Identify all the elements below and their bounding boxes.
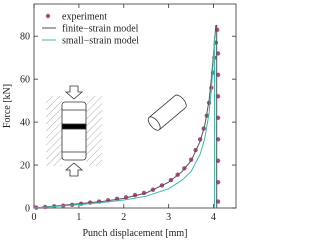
x-tick-label: 0 xyxy=(32,212,37,223)
y-tick-label: 0 xyxy=(25,204,30,215)
x-tick-label: 1 xyxy=(76,212,81,223)
x-tick-label: 2 xyxy=(121,212,126,223)
x-tick-label: 4 xyxy=(211,212,216,223)
y-tick-label: 60 xyxy=(20,75,30,86)
legend-label: finite−strain model xyxy=(62,24,139,35)
series-line xyxy=(33,36,215,209)
inset-diagram xyxy=(46,85,187,177)
y-tick-label: 80 xyxy=(20,32,30,43)
y-tick-label: 40 xyxy=(20,118,30,129)
legend-label: experiment xyxy=(62,12,107,23)
y-tick-label: 20 xyxy=(20,161,30,172)
plot-frame xyxy=(33,3,237,209)
x-tick-label: 3 xyxy=(166,212,171,223)
y-axis-label: Force [kN] xyxy=(2,84,13,128)
x-axis-label: Punch displacement [mm] xyxy=(83,228,188,239)
legend-label: small−strain model xyxy=(62,36,139,47)
chart: Punch displacement [mm] Force [kN] 0 1 2 3 4… xyxy=(2,3,237,239)
legend-marker xyxy=(45,13,51,19)
